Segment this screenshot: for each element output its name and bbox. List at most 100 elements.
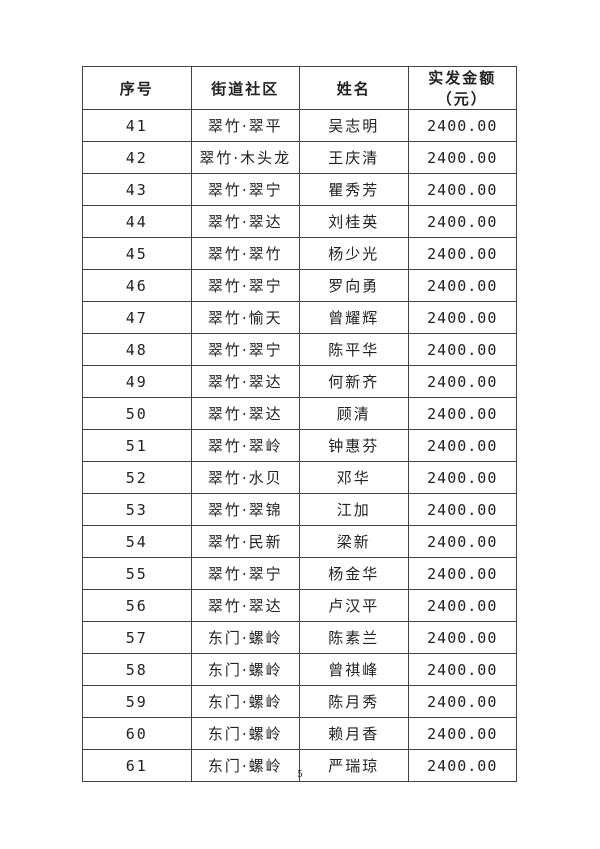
cell-amount: 2400.00 [407, 589, 517, 622]
table-row: 54 翠竹·民新 梁新 2400.00 [82, 525, 517, 558]
cell-amount: 2400.00 [407, 397, 517, 430]
cell-index: 58 [82, 653, 192, 686]
cell-community: 东门·螺岭 [190, 653, 300, 686]
page-number: 5 [297, 770, 303, 780]
header-amount: 实发金额（元） [407, 66, 517, 110]
header-community: 街道社区 [190, 66, 300, 110]
table-row: 49 翠竹·翠达 何新齐 2400.00 [82, 365, 517, 398]
cell-name: 江加 [299, 493, 409, 526]
cell-index: 46 [82, 269, 192, 302]
cell-amount: 2400.00 [407, 301, 517, 334]
table-row: 45 翠竹·翠竹 杨少光 2400.00 [82, 237, 517, 270]
cell-community: 翠竹·翠达 [190, 205, 300, 238]
cell-community: 翠竹·翠岭 [190, 429, 300, 462]
cell-community: 翠竹·木头龙 [190, 141, 300, 174]
table-row: 48 翠竹·翠宁 陈平华 2400.00 [82, 333, 517, 366]
cell-name: 杨金华 [299, 557, 409, 590]
table-row: 59 东门·螺岭 陈月秀 2400.00 [82, 685, 517, 718]
cell-index: 59 [82, 685, 192, 718]
table-row: 55 翠竹·翠宁 杨金华 2400.00 [82, 557, 517, 590]
table-row: 42 翠竹·木头龙 王庆清 2400.00 [82, 141, 517, 174]
cell-index: 61 [82, 749, 192, 782]
cell-name: 刘桂英 [299, 205, 409, 238]
cell-index: 42 [82, 141, 192, 174]
cell-community: 东门·螺岭 [190, 717, 300, 750]
cell-name: 卢汉平 [299, 589, 409, 622]
cell-amount: 2400.00 [407, 685, 517, 718]
table-row: 41 翠竹·翠平 吴志明 2400.00 [82, 109, 517, 142]
header-name: 姓名 [299, 66, 409, 110]
cell-name: 王庆清 [299, 141, 409, 174]
cell-amount: 2400.00 [407, 365, 517, 398]
cell-index: 56 [82, 589, 192, 622]
cell-index: 41 [82, 109, 192, 142]
table-row: 58 东门·螺岭 曾祺峰 2400.00 [82, 653, 517, 686]
cell-amount: 2400.00 [407, 173, 517, 206]
cell-community: 翠竹·翠宁 [190, 269, 300, 302]
cell-community: 翠竹·翠锦 [190, 493, 300, 526]
table-row: 43 翠竹·翠宁 瞿秀芳 2400.00 [82, 173, 517, 206]
cell-index: 44 [82, 205, 192, 238]
table-row: 57 东门·螺岭 陈素兰 2400.00 [82, 621, 517, 654]
cell-amount: 2400.00 [407, 557, 517, 590]
cell-name: 赖月香 [299, 717, 409, 750]
payment-table: 序号 街道社区 姓名 实发金额（元） 41 翠竹·翠平 吴志明 2400.00 42 翠竹… [82, 66, 517, 782]
cell-index: 52 [82, 461, 192, 494]
cell-amount: 2400.00 [407, 493, 517, 526]
cell-community: 翠竹·翠达 [190, 589, 300, 622]
cell-name: 曾祺峰 [299, 653, 409, 686]
cell-name: 何新齐 [299, 365, 409, 398]
cell-name: 陈素兰 [299, 621, 409, 654]
cell-name: 钟惠芬 [299, 429, 409, 462]
cell-amount: 2400.00 [407, 109, 517, 142]
cell-community: 东门·螺岭 [190, 685, 300, 718]
table-row: 61 东门·螺岭 严瑞琼 2400.00 [82, 749, 517, 782]
cell-amount: 2400.00 [407, 525, 517, 558]
cell-community: 翠竹·翠达 [190, 365, 300, 398]
cell-name: 梁新 [299, 525, 409, 558]
cell-index: 43 [82, 173, 192, 206]
cell-community: 翠竹·翠宁 [190, 173, 300, 206]
cell-index: 48 [82, 333, 192, 366]
cell-community: 翠竹·翠竹 [190, 237, 300, 270]
cell-index: 51 [82, 429, 192, 462]
cell-name: 邓华 [299, 461, 409, 494]
cell-community: 东门·螺岭 [190, 749, 300, 782]
cell-amount: 2400.00 [407, 237, 517, 270]
cell-amount: 2400.00 [407, 621, 517, 654]
cell-community: 翠竹·愉天 [190, 301, 300, 334]
cell-index: 55 [82, 557, 192, 590]
table-row: 51 翠竹·翠岭 钟惠芬 2400.00 [82, 429, 517, 462]
cell-name: 顾清 [299, 397, 409, 430]
cell-community: 翠竹·翠达 [190, 397, 300, 430]
cell-amount: 2400.00 [407, 429, 517, 462]
cell-name: 严瑞琼 [299, 749, 409, 782]
cell-community: 翠竹·水贝 [190, 461, 300, 494]
cell-index: 54 [82, 525, 192, 558]
cell-name: 杨少光 [299, 237, 409, 270]
cell-amount: 2400.00 [407, 461, 517, 494]
cell-amount: 2400.00 [407, 333, 517, 366]
table-header-row: 序号 街道社区 姓名 实发金额（元） [82, 66, 517, 110]
cell-index: 60 [82, 717, 192, 750]
cell-amount: 2400.00 [407, 269, 517, 302]
header-index: 序号 [82, 66, 192, 110]
cell-name: 瞿秀芳 [299, 173, 409, 206]
cell-community: 翠竹·翠宁 [190, 333, 300, 366]
table-row: 47 翠竹·愉天 曾耀辉 2400.00 [82, 301, 517, 334]
cell-name: 罗向勇 [299, 269, 409, 302]
cell-name: 陈平华 [299, 333, 409, 366]
table-row: 46 翠竹·翠宁 罗向勇 2400.00 [82, 269, 517, 302]
table-row: 56 翠竹·翠达 卢汉平 2400.00 [82, 589, 517, 622]
cell-index: 47 [82, 301, 192, 334]
cell-name: 吴志明 [299, 109, 409, 142]
table-row: 50 翠竹·翠达 顾清 2400.00 [82, 397, 517, 430]
cell-amount: 2400.00 [407, 141, 517, 174]
cell-amount: 2400.00 [407, 749, 517, 782]
cell-community: 东门·螺岭 [190, 621, 300, 654]
cell-index: 45 [82, 237, 192, 270]
cell-index: 57 [82, 621, 192, 654]
table-body: 41 翠竹·翠平 吴志明 2400.00 42 翠竹·木头龙 王庆清 2400.00 43 翠竹·… [82, 109, 517, 782]
cell-name: 曾耀辉 [299, 301, 409, 334]
cell-index: 49 [82, 365, 192, 398]
